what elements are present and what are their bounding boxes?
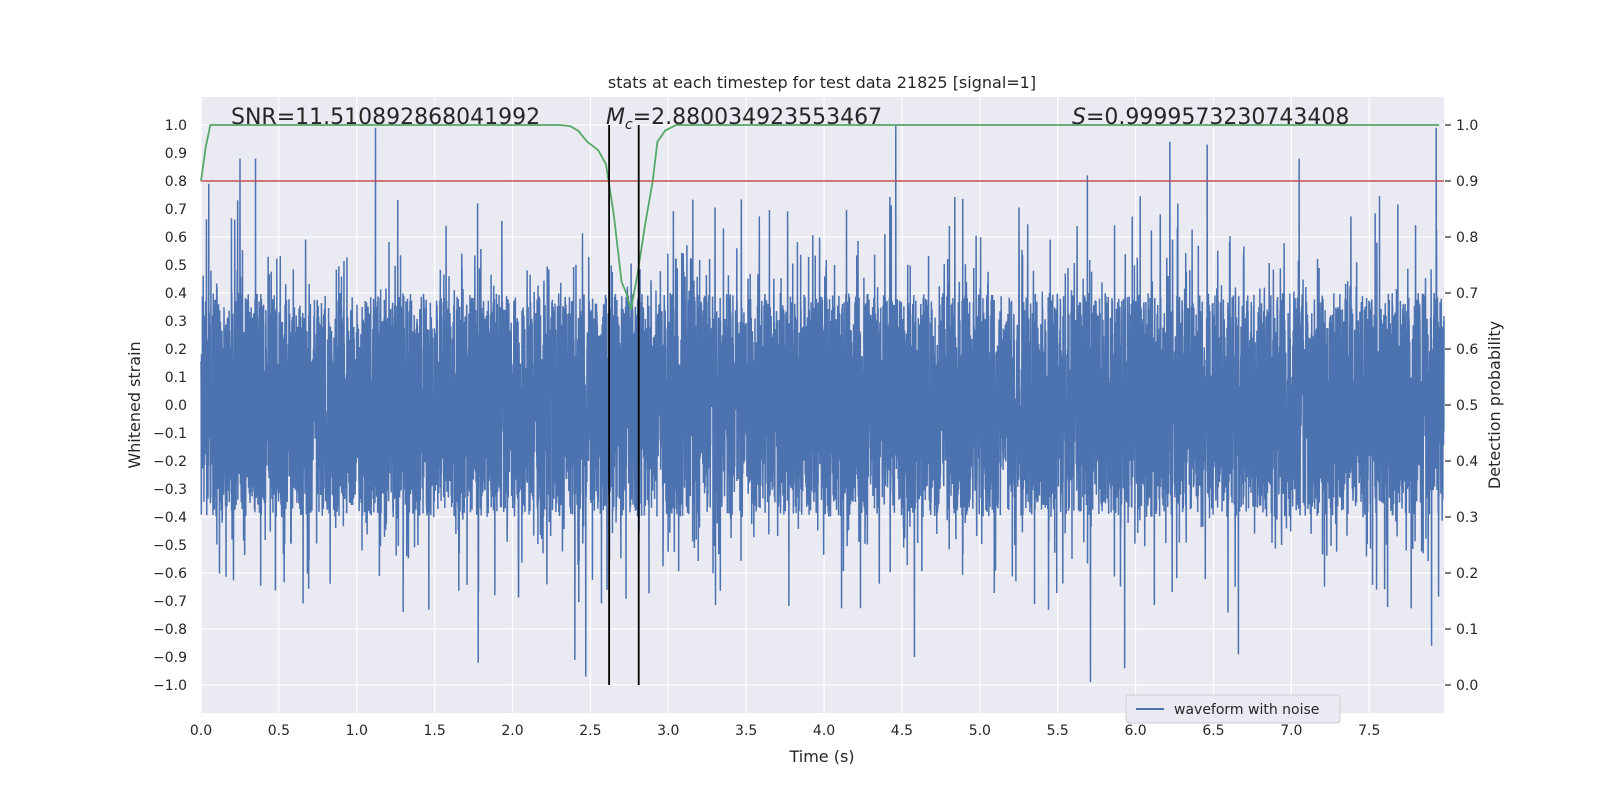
overlay — [200, 124, 1444, 685]
x-tick-label: 2.0 — [501, 723, 523, 739]
chirp-mass-subscript: c — [625, 117, 633, 133]
y-tick-label: −0.9 — [153, 650, 187, 666]
y-tick-label: −0.6 — [153, 566, 187, 582]
y-tick-label: −0.2 — [153, 454, 187, 470]
y-tick-label: −1.0 — [153, 678, 187, 694]
y-axis-left: 1.0 0.9 0.8 0.7 0.6 0.5 0.4 0.3 0.2 0.1 0.0 −0.1 −0.… — [153, 118, 187, 694]
y-right-tick-label: 0.1 — [1456, 622, 1478, 638]
y-right-tick-label: 0.6 — [1456, 342, 1478, 358]
y-tick-label: 0.5 — [165, 258, 187, 274]
y-right-tick-label: 1.0 — [1456, 118, 1478, 134]
s-symbol: S — [1072, 105, 1086, 130]
legend-label: waveform with noise — [1174, 702, 1319, 718]
x-tick-label: 3.5 — [735, 723, 757, 739]
y-right-tick-label: 0.0 — [1456, 678, 1478, 694]
x-axis: 0.0 0.5 1.0 1.5 2.0 2.5 3.0 3.5 4.0 4.5 5.0 5.5 6.0 6… — [190, 723, 1380, 739]
y-tick-label: 0.1 — [165, 370, 187, 386]
y-tick-label: −0.8 — [153, 622, 187, 638]
y-right-tick-label: 0.4 — [1456, 454, 1478, 470]
snr-annotation: SNR=11.510892868041992 — [231, 105, 540, 130]
x-tick-label: 4.5 — [891, 723, 913, 739]
waveform-series — [200, 124, 1445, 683]
x-tick-label: 7.5 — [1358, 723, 1380, 739]
y-tick-label: −0.3 — [153, 482, 187, 498]
x-axis-label: Time (s) — [788, 747, 854, 766]
x-tick-label: 1.0 — [346, 723, 368, 739]
y-tick-label: 0.6 — [165, 230, 187, 246]
x-tick-label: 2.5 — [579, 723, 601, 739]
x-tick-label: 5.0 — [969, 723, 991, 739]
y-axis-right: 1.0 0.9 0.8 0.7 0.6 0.5 0.4 0.3 0.2 0.1 0.0 — [1445, 118, 1478, 694]
legend-box — [1125, 694, 1341, 724]
x-tick-label: 6.5 — [1202, 723, 1224, 739]
y-tick-label: 0.4 — [165, 286, 187, 302]
x-tick-label: 0.0 — [190, 723, 212, 739]
legend: waveform with noise — [1125, 694, 1341, 724]
s-value: =0.9999573230743408 — [1086, 105, 1349, 130]
chart-title: stats at each timestep for test data 218… — [608, 73, 1036, 92]
x-tick-label: 3.0 — [657, 723, 679, 739]
probability-line — [200, 124, 1440, 311]
y-right-tick-label: 0.3 — [1456, 510, 1478, 526]
waveform-line — [200, 124, 1445, 683]
y-axis-label: Whitened strain — [125, 341, 144, 468]
y-tick-label: 0.7 — [165, 202, 187, 218]
y-tick-label: 0.2 — [165, 342, 187, 358]
y-tick-label: 0.3 — [165, 314, 187, 330]
y-tick-label: −0.7 — [153, 594, 187, 610]
y-right-tick-label: 0.7 — [1456, 286, 1478, 302]
x-tick-label: 7.0 — [1280, 723, 1302, 739]
y-tick-label: −0.5 — [153, 538, 187, 554]
y-right-tick-label: 0.9 — [1456, 174, 1478, 190]
y-right-tick-label: 0.2 — [1456, 566, 1478, 582]
y-tick-label: 1.0 — [165, 118, 187, 134]
y-tick-label: 0.0 — [165, 398, 187, 414]
x-tick-label: 6.0 — [1124, 723, 1146, 739]
y-tick-label: 0.9 — [165, 146, 187, 162]
chirp-mass-value: =2.880034923553467 — [633, 105, 882, 130]
chirp-mass-symbol: M — [606, 105, 625, 130]
x-tick-label: 4.0 — [813, 723, 835, 739]
y-tick-label: −0.4 — [153, 510, 187, 526]
chirp-mass-annotation: Mc=2.880034923553467 — [606, 105, 882, 133]
s-annotation: S=0.9999573230743408 — [1072, 105, 1349, 130]
x-tick-label: 5.5 — [1047, 723, 1069, 739]
x-tick-label: 1.5 — [424, 723, 446, 739]
y-axis-right-label: Detection probability — [1485, 321, 1504, 489]
y-right-tick-label: 0.8 — [1456, 230, 1478, 246]
y-tick-label: −0.1 — [153, 426, 187, 442]
y-tick-label: 0.8 — [165, 174, 187, 190]
x-tick-label: 0.5 — [268, 723, 290, 739]
y-right-tick-label: 0.5 — [1456, 398, 1478, 414]
